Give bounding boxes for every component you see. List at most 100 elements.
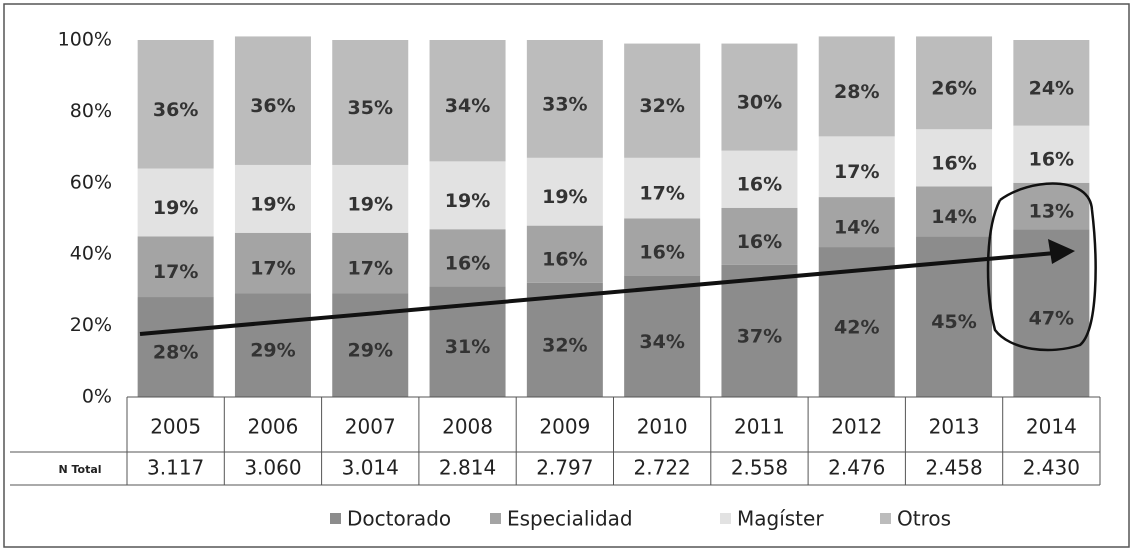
- x-tick-label: 2006: [247, 415, 298, 439]
- data-label: 31%: [445, 336, 490, 358]
- y-tick-label: 100%: [58, 29, 112, 51]
- arrow-head: [1048, 239, 1075, 264]
- data-label: 17%: [348, 258, 393, 280]
- x-tick-label: 2010: [637, 415, 688, 439]
- x-tick-label: 2008: [442, 415, 493, 439]
- data-label: 34%: [639, 331, 684, 353]
- frame: [3, 3, 1130, 548]
- table-row-label: N Total: [58, 463, 101, 476]
- bar-segment: [1013, 182, 1090, 230]
- legend-label: Magíster: [737, 507, 824, 531]
- legend-swatch: [720, 513, 731, 524]
- data-label: 16%: [542, 249, 587, 271]
- data-label: 42%: [834, 317, 879, 339]
- y-tick-label: 80%: [70, 100, 112, 122]
- bar-segment: [137, 40, 214, 169]
- data-label: 16%: [1029, 149, 1074, 171]
- data-label: 19%: [153, 197, 198, 219]
- data-label: 16%: [737, 231, 782, 253]
- data-label: 17%: [153, 261, 198, 283]
- table-cell: 2.722: [634, 456, 691, 480]
- bar-segment: [137, 297, 214, 397]
- data-label: 29%: [348, 340, 393, 362]
- circle-annotation: [986, 182, 1097, 352]
- bar-segment: [137, 168, 214, 237]
- bar-segment: [818, 136, 895, 198]
- bar-segment: [916, 186, 993, 237]
- bar-segment: [332, 164, 409, 233]
- data-label: 36%: [250, 95, 295, 117]
- bar-segment: [818, 36, 895, 137]
- bar-segment: [234, 164, 311, 233]
- data-label: 30%: [737, 92, 782, 114]
- legend-swatch: [330, 513, 341, 524]
- x-tick-label: 2013: [929, 415, 980, 439]
- data-label: 34%: [445, 95, 490, 117]
- data-label: 17%: [834, 161, 879, 183]
- table-cell: 3.014: [342, 456, 399, 480]
- y-tick-label: 60%: [70, 171, 112, 193]
- y-tick-label: 20%: [70, 314, 112, 336]
- data-label: 36%: [153, 99, 198, 121]
- table-cell: 3.060: [244, 456, 301, 480]
- table-cell: 2.814: [439, 456, 496, 480]
- x-tick-label: 2011: [734, 415, 785, 439]
- data-label: 32%: [542, 334, 587, 356]
- y-tick-label: 0%: [82, 386, 112, 408]
- legend-label: Especialidad: [507, 507, 633, 531]
- data-label: 14%: [931, 206, 976, 228]
- x-tick-label: 2014: [1026, 415, 1077, 439]
- data-label: 19%: [250, 193, 295, 215]
- bar-segment: [137, 236, 214, 298]
- data-label: 29%: [250, 340, 295, 362]
- data-label: 45%: [931, 311, 976, 333]
- data-label: 16%: [931, 152, 976, 174]
- legend-label: Otros: [897, 507, 951, 531]
- bar-segment: [526, 157, 603, 226]
- data-label: 13%: [1029, 201, 1074, 223]
- table-cell: 2.430: [1023, 456, 1080, 480]
- table-cell: 3.117: [147, 456, 204, 480]
- data-label: 16%: [445, 252, 490, 274]
- arrow: [139, 251, 1056, 336]
- y-tick-label: 40%: [70, 243, 112, 265]
- bar-segment: [916, 129, 993, 187]
- bar-segment: [234, 232, 311, 294]
- bar-segment: [818, 197, 895, 248]
- x-tick-label: 2009: [539, 415, 590, 439]
- bar-segment: [234, 36, 311, 165]
- x-tick-label: 2012: [831, 415, 882, 439]
- data-label: 24%: [1029, 77, 1074, 99]
- data-label: 33%: [542, 93, 587, 115]
- legend-swatch: [490, 513, 501, 524]
- data-label: 37%: [737, 325, 782, 347]
- bar-segment: [1013, 40, 1090, 126]
- data-label: 16%: [639, 242, 684, 264]
- data-label: 14%: [834, 217, 879, 239]
- bar-segment: [721, 207, 798, 265]
- data-label: 19%: [348, 193, 393, 215]
- data-label: 28%: [834, 81, 879, 103]
- table-cell: 2.458: [925, 456, 982, 480]
- x-tick-label: 2005: [150, 415, 201, 439]
- bar-segment: [429, 229, 506, 287]
- bar-segment: [332, 40, 409, 165]
- x-tick-label: 2007: [345, 415, 396, 439]
- bar-segment: [721, 150, 798, 208]
- legend-label: Doctorado: [347, 507, 451, 531]
- bar-segment: [526, 282, 603, 397]
- bar-segment: [624, 157, 701, 219]
- data-label: 47%: [1029, 308, 1074, 330]
- bar-segment: [332, 232, 409, 294]
- bar-segment: [624, 43, 701, 158]
- table-cell: 2.476: [828, 456, 885, 480]
- data-label: 19%: [542, 186, 587, 208]
- table-cell: 2.558: [731, 456, 788, 480]
- data-label: 32%: [639, 95, 684, 117]
- bar-segment: [1013, 125, 1090, 183]
- data-label: 16%: [737, 174, 782, 196]
- data-label: 28%: [153, 342, 198, 364]
- data-label: 19%: [445, 190, 490, 212]
- data-label: 17%: [250, 258, 295, 280]
